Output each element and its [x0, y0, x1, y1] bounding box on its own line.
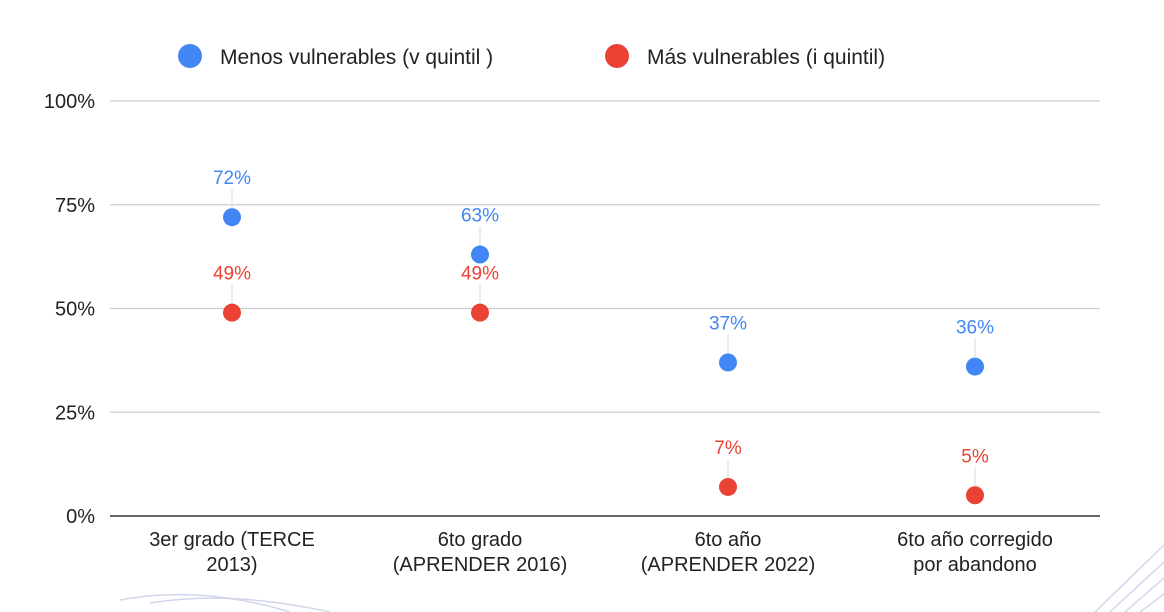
data-label: 49% [461, 264, 499, 285]
y-tick-label: 25% [55, 402, 95, 424]
data-point [966, 357, 984, 376]
legend-marker [178, 44, 202, 68]
data-point [719, 477, 737, 496]
x-tick-label: (APRENDER 2022) [641, 554, 816, 576]
data-label: 36% [956, 318, 994, 339]
decorative-stripes [119, 544, 1164, 612]
x-tick-label: 6to año [695, 529, 762, 551]
data-label: 5% [961, 446, 989, 467]
y-tick-label: 100% [44, 91, 95, 113]
x-tick-label: 6to grado [438, 529, 523, 551]
data-marks: 72% 63% 37% 36% 49% 49% 7% 5% [213, 168, 994, 505]
x-tick-label: 6to año corregido [897, 529, 1053, 551]
x-tick-label: (APRENDER 2016) [393, 554, 568, 576]
data-point [223, 208, 241, 227]
legend: Menos vulnerables (v quintil ) Más vulner… [178, 44, 885, 69]
gridlines [110, 100, 1100, 517]
data-label: 72% [213, 168, 251, 189]
data-label: 37% [709, 313, 747, 334]
legend-marker [605, 44, 629, 68]
x-tick-label: por abandono [913, 554, 1036, 576]
data-point [966, 486, 984, 505]
y-axis: 0% 25% 50% 75% 100% [44, 91, 95, 528]
data-point [223, 303, 241, 322]
x-tick-label: 3er grado (TERCE [149, 529, 315, 551]
data-point [471, 245, 489, 264]
y-tick-label: 50% [55, 299, 95, 321]
data-point [719, 353, 737, 372]
legend-label: Menos vulnerables (v quintil ) [220, 46, 493, 69]
data-point [471, 303, 489, 322]
x-axis: 3er grado (TERCE 2013) 6to grado (APRENDER … [149, 529, 1053, 576]
data-label: 7% [714, 438, 742, 459]
y-tick-label: 0% [66, 506, 95, 528]
x-tick-label: 2013) [206, 554, 257, 576]
y-tick-label: 75% [55, 195, 95, 217]
data-label: 49% [213, 264, 251, 285]
legend-label: Más vulnerables (i quintil) [647, 46, 885, 69]
data-label: 63% [461, 206, 499, 227]
